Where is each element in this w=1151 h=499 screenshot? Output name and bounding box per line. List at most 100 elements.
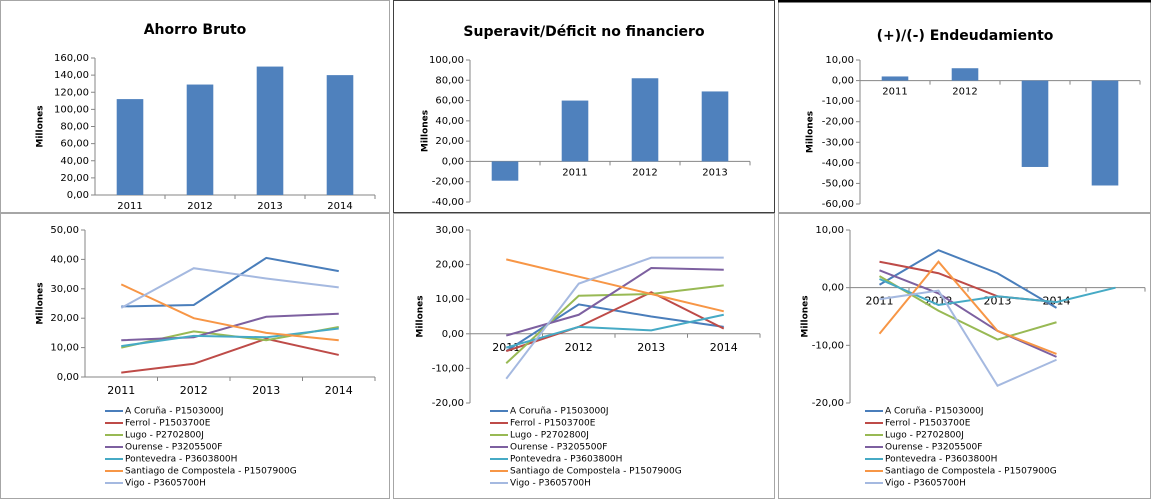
line-series	[505, 284, 724, 364]
legend-label: Ferrol - P1503700E	[510, 419, 596, 429]
y-tick-label: -60,00	[822, 199, 854, 210]
y-tick-label: -10,00	[812, 340, 844, 351]
x-tick-label: 2013	[252, 384, 280, 397]
legend-label: Lugo - P2702800J	[885, 431, 964, 441]
bar	[256, 66, 284, 195]
line-series	[506, 258, 724, 313]
y-tick-label: 20,00	[50, 313, 79, 324]
y-tick-label: 30,00	[435, 225, 464, 236]
legend-label: Vigo - P3605700H	[885, 479, 966, 489]
y-tick-label: -20,00	[812, 398, 844, 409]
legend-label: Ferrol - P1503700E	[125, 419, 211, 429]
y-tick-label: 10,00	[50, 343, 79, 354]
bar	[1021, 80, 1049, 167]
y-tick-label: 160,00	[54, 53, 89, 64]
x-tick-label: 2012	[187, 201, 212, 212]
x-tick-label: 2011	[882, 87, 907, 98]
bar	[491, 161, 519, 181]
y-tick-label: -50,00	[822, 178, 854, 189]
x-tick-label: 2013	[257, 201, 282, 212]
bar	[701, 91, 729, 162]
x-tick-label: 2011	[107, 384, 135, 397]
y-tick-label: 60,00	[435, 96, 464, 107]
y-tick-label: 10,00	[435, 294, 464, 305]
line-series	[121, 256, 339, 308]
y-tick-label: 10,00	[825, 55, 854, 66]
y-axis-label: Millones	[421, 110, 431, 152]
line-series	[505, 267, 724, 337]
y-tick-label: -40,00	[432, 197, 464, 208]
y-tick-label: -20,00	[432, 398, 464, 409]
line-series	[878, 275, 1057, 341]
y-tick-label: 20,00	[60, 173, 89, 184]
y-tick-label: 120,00	[54, 87, 89, 98]
y-axis-label: Millones	[806, 111, 816, 153]
x-tick-label: 2011	[866, 295, 894, 308]
y-tick-label: 30,00	[50, 284, 79, 295]
y-tick-label: 40,00	[435, 116, 464, 127]
line-series	[121, 327, 339, 348]
line-series	[505, 291, 725, 353]
x-tick-label: 2013	[637, 341, 665, 354]
y-axis-label: Millones	[36, 105, 46, 147]
y-tick-label: 60,00	[60, 139, 89, 150]
y-tick-label: 100,00	[54, 104, 89, 115]
bar	[116, 99, 144, 195]
y-tick-label: 0,00	[442, 156, 464, 167]
panel	[0, 213, 390, 499]
bar	[1091, 80, 1119, 186]
legend-label: Santiago de Compostela - P1507900G	[885, 467, 1057, 477]
legend-label: Pontevedra - P3603800H	[510, 455, 622, 465]
bar	[186, 84, 214, 195]
line-series	[505, 256, 724, 380]
y-tick-label: -10,00	[822, 96, 854, 107]
line-series	[121, 312, 339, 342]
x-tick-label: 2014	[327, 201, 352, 212]
legend-label: Lugo - P2702800J	[125, 431, 204, 441]
y-tick-label: 50,00	[50, 225, 79, 236]
x-tick-label: 2012	[632, 167, 657, 178]
y-tick-label: 0,00	[832, 76, 854, 87]
y-tick-label: 80,00	[60, 122, 89, 133]
chart-title: (+)/(-) Endeudamiento	[877, 28, 1054, 44]
y-tick-label: -30,00	[822, 137, 854, 148]
y-tick-label: 0,00	[57, 372, 79, 383]
y-tick-label: 0,00	[822, 283, 844, 294]
legend-label: Ferrol - P1503700E	[885, 419, 971, 429]
bar	[326, 75, 354, 195]
line-series	[120, 283, 339, 342]
y-tick-label: 0,00	[67, 190, 89, 201]
legend-label: Santiago de Compostela - P1507900G	[510, 467, 682, 477]
line-series	[505, 313, 724, 349]
legend-label: Pontevedra - P3603800H	[125, 455, 237, 465]
y-tick-label: 40,00	[50, 254, 79, 265]
y-tick-label: 10,00	[815, 225, 844, 236]
line-series	[879, 278, 1116, 306]
y-tick-label: -10,00	[432, 363, 464, 374]
y-tick-label: -20,00	[822, 117, 854, 128]
y-axis-label: Millones	[416, 295, 426, 337]
bar	[881, 76, 909, 81]
y-tick-label: 100,00	[429, 55, 464, 66]
legend-label: A Coruña - P1503000J	[510, 407, 609, 417]
bar	[561, 100, 589, 162]
legend-label: A Coruña - P1503000J	[885, 407, 984, 417]
legend-label: Vigo - P3605700H	[125, 479, 206, 489]
y-tick-label: 140,00	[54, 70, 89, 81]
line-series	[120, 267, 339, 309]
y-tick-label: 80,00	[435, 75, 464, 86]
x-tick-label: 2014	[710, 341, 738, 354]
panel	[393, 213, 775, 499]
legend-label: A Coruña - P1503000J	[125, 407, 224, 417]
legend-label: Lugo - P2702800J	[510, 431, 589, 441]
x-tick-label: 2013	[702, 167, 727, 178]
x-tick-label: 2011	[562, 167, 587, 178]
line-series	[878, 260, 1057, 355]
chart-title: Superavit/Déficit no financiero	[463, 24, 705, 40]
y-tick-label: 0,00	[442, 329, 464, 340]
line-series	[121, 337, 339, 374]
x-tick-label: 2012	[952, 87, 977, 98]
legend-label: Ourense - P3205500F	[885, 443, 982, 453]
x-tick-label: 2014	[325, 384, 353, 397]
